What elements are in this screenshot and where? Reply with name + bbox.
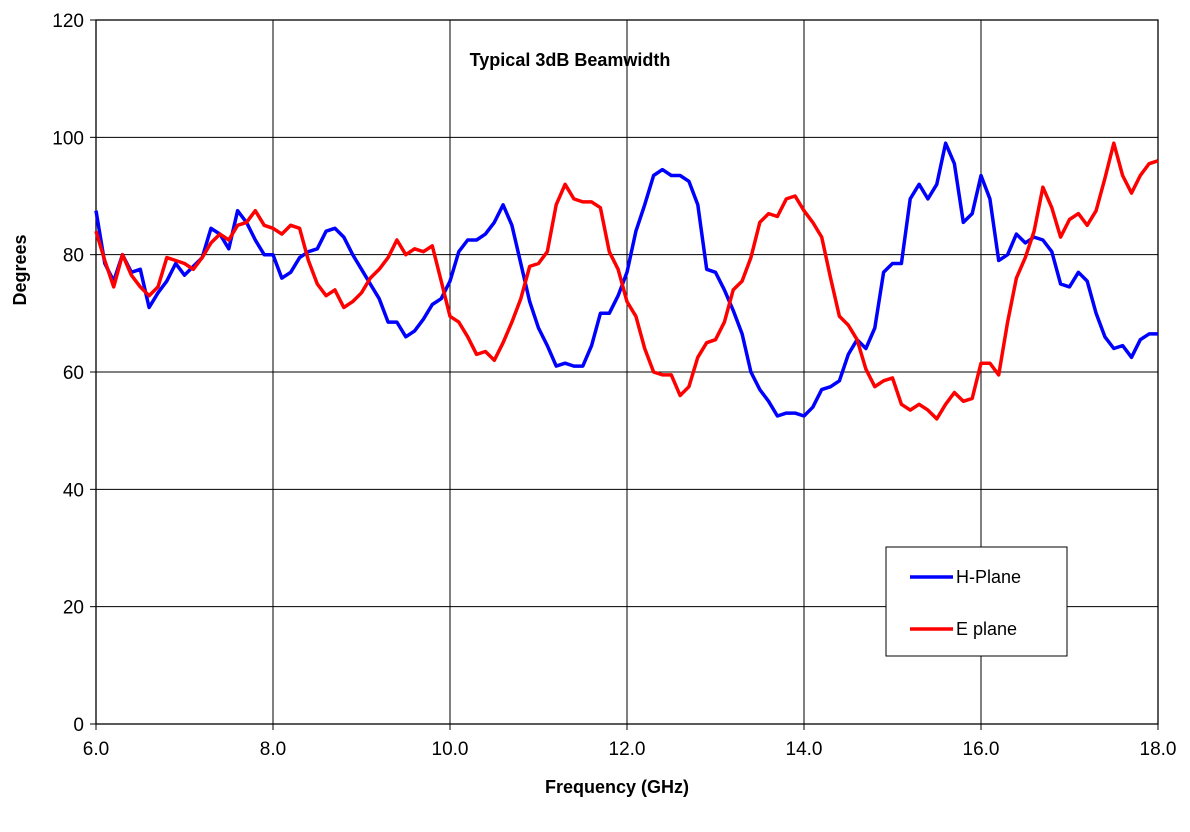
x-axis-title: Frequency (GHz) xyxy=(545,777,689,797)
x-tick-labels: 6.0 8.0 10.0 12.0 14.0 16.0 18.0 xyxy=(83,739,1177,760)
series-line-h-plane xyxy=(94,141,1158,418)
legend-box xyxy=(885,546,1068,657)
x-tick-label: 12.0 xyxy=(609,739,646,760)
x-tick-label: 16.0 xyxy=(963,739,1000,760)
legend-label-e-plane: E plane xyxy=(956,619,1017,639)
x-tick-label: 8.0 xyxy=(260,739,286,760)
y-tick-label: 40 xyxy=(63,480,84,501)
series-lines xyxy=(94,141,1159,421)
x-tick-label: 14.0 xyxy=(786,739,823,760)
y-tick-labels: 0 20 40 60 80 100 120 xyxy=(52,11,84,736)
y-tick-label: 80 xyxy=(63,246,84,267)
legend-label-h-plane: H-Plane xyxy=(956,567,1021,587)
y-tick-label: 120 xyxy=(52,11,84,32)
y-tick-label: 0 xyxy=(73,715,84,736)
x-tick-label: 10.0 xyxy=(432,739,469,760)
y-tick-label: 60 xyxy=(63,363,84,384)
y-axis-title: Degrees xyxy=(10,234,30,305)
x-tick-label: 18.0 xyxy=(1140,739,1177,760)
legend: H-Plane E plane xyxy=(885,546,1068,657)
x-tick-label: 6.0 xyxy=(83,739,109,760)
y-tick-label: 100 xyxy=(52,128,84,149)
chart-title: Typical 3dB Beamwidth xyxy=(470,50,671,70)
plot-area-frame xyxy=(95,19,1159,725)
series-line-e-plane xyxy=(94,141,1159,421)
y-tick-label: 20 xyxy=(63,598,84,619)
